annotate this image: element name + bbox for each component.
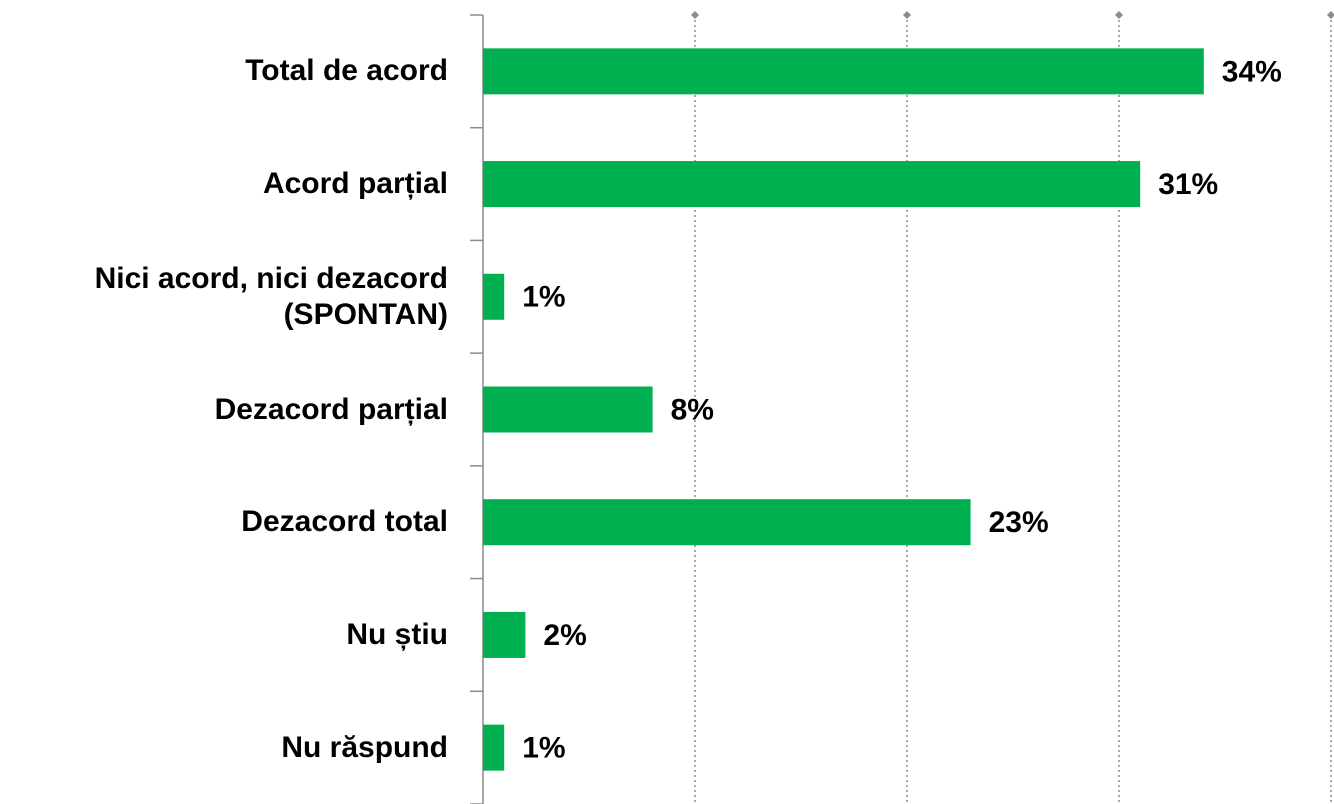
grid-marker: [691, 11, 699, 19]
bar: [483, 161, 1141, 208]
value-label: 8%: [671, 393, 714, 426]
value-label: 23%: [989, 506, 1049, 539]
grid-marker: [903, 11, 911, 19]
bar: [483, 724, 505, 771]
bar: [483, 386, 653, 433]
value-label: 34%: [1222, 55, 1282, 88]
category-label: Total de acord: [245, 54, 448, 88]
category-label: Nu răspund: [281, 730, 448, 764]
value-label: 1%: [522, 732, 565, 765]
category-label: Nu știu: [346, 617, 448, 651]
value-label: 2%: [543, 619, 586, 652]
category-label: Dezacord parțial: [214, 392, 448, 426]
bar: [483, 48, 1204, 95]
category-label: Dezacord total: [241, 505, 448, 539]
bar: [483, 611, 526, 658]
category-label: Nici acord, nici dezacord (SPONTAN): [94, 261, 448, 331]
value-label: 31%: [1158, 168, 1218, 201]
grid-marker: [1327, 11, 1334, 19]
bar: [483, 273, 505, 320]
category-label: Acord parțial: [262, 167, 448, 201]
bar: [483, 499, 971, 546]
value-label: 1%: [522, 281, 565, 314]
grid-marker: [1115, 11, 1123, 19]
